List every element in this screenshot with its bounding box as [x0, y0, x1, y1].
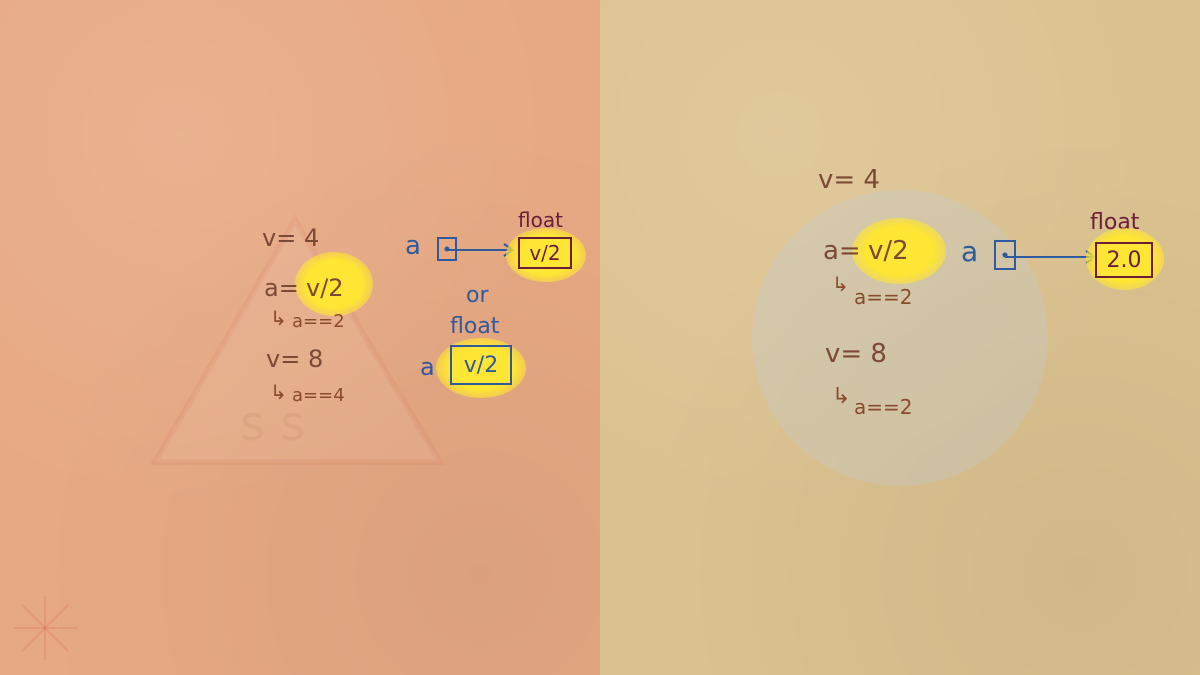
pointer-arrow-right — [1005, 250, 1097, 264]
a-assign-label-right: a= — [823, 236, 861, 266]
result-arrow-right-1: ↳ — [832, 272, 849, 296]
highlight-assign-value — [295, 252, 373, 316]
a-assign-value: v/2 — [306, 274, 344, 302]
v-assign-update-right: v= 8 — [825, 339, 887, 369]
result-a-equals-1: a==2 — [292, 311, 345, 332]
pointer-variable-a-right: a — [961, 235, 979, 268]
faint-triangle-watermark: s s — [0, 0, 600, 675]
v-assign-initial: v= 4 — [262, 224, 320, 252]
pointer-arrow — [448, 243, 515, 257]
result-arrow-2: ↳ — [270, 380, 287, 404]
v-assign-initial-right: v= 4 — [818, 165, 880, 195]
result-arrow-1: ↳ — [270, 306, 287, 330]
float-box-bottom: v/2 — [450, 345, 512, 385]
inline-variable-a: a — [420, 353, 435, 381]
v-assign-update: v= 8 — [266, 345, 324, 373]
faint-circle-watermark — [752, 190, 1048, 486]
a-assign-label: a= — [264, 274, 299, 302]
pointer-box-right — [994, 240, 1016, 270]
left-panel: s s v= 4 a= v/2 ↳ a==2 v= 8 ↳ a==4 a flo… — [0, 0, 600, 675]
result-a-equals-2: a==4 — [292, 385, 345, 406]
type-label-float-top: float — [518, 208, 563, 232]
a-assign-value-right: v/2 — [868, 236, 909, 266]
right-panel: v= 4 a= v/2 ↳ a==2 v= 8 ↳ a==2 a float 2… — [600, 0, 1200, 675]
result-a-equals-right-2: a==2 — [854, 395, 913, 419]
svg-text:s s: s s — [240, 396, 305, 452]
or-label: or — [466, 283, 489, 308]
float-box-right: 2.0 — [1095, 242, 1153, 278]
result-a-equals-right-1: a==2 — [854, 285, 913, 309]
highlight-assign-value-right — [852, 218, 946, 284]
float-box-top: v/2 — [518, 237, 572, 269]
faint-snowflake-watermark — [13, 596, 77, 660]
type-label-float-bottom: float — [450, 314, 500, 339]
pointer-variable-a: a — [405, 231, 421, 261]
result-arrow-right-2: ↳ — [832, 384, 851, 409]
